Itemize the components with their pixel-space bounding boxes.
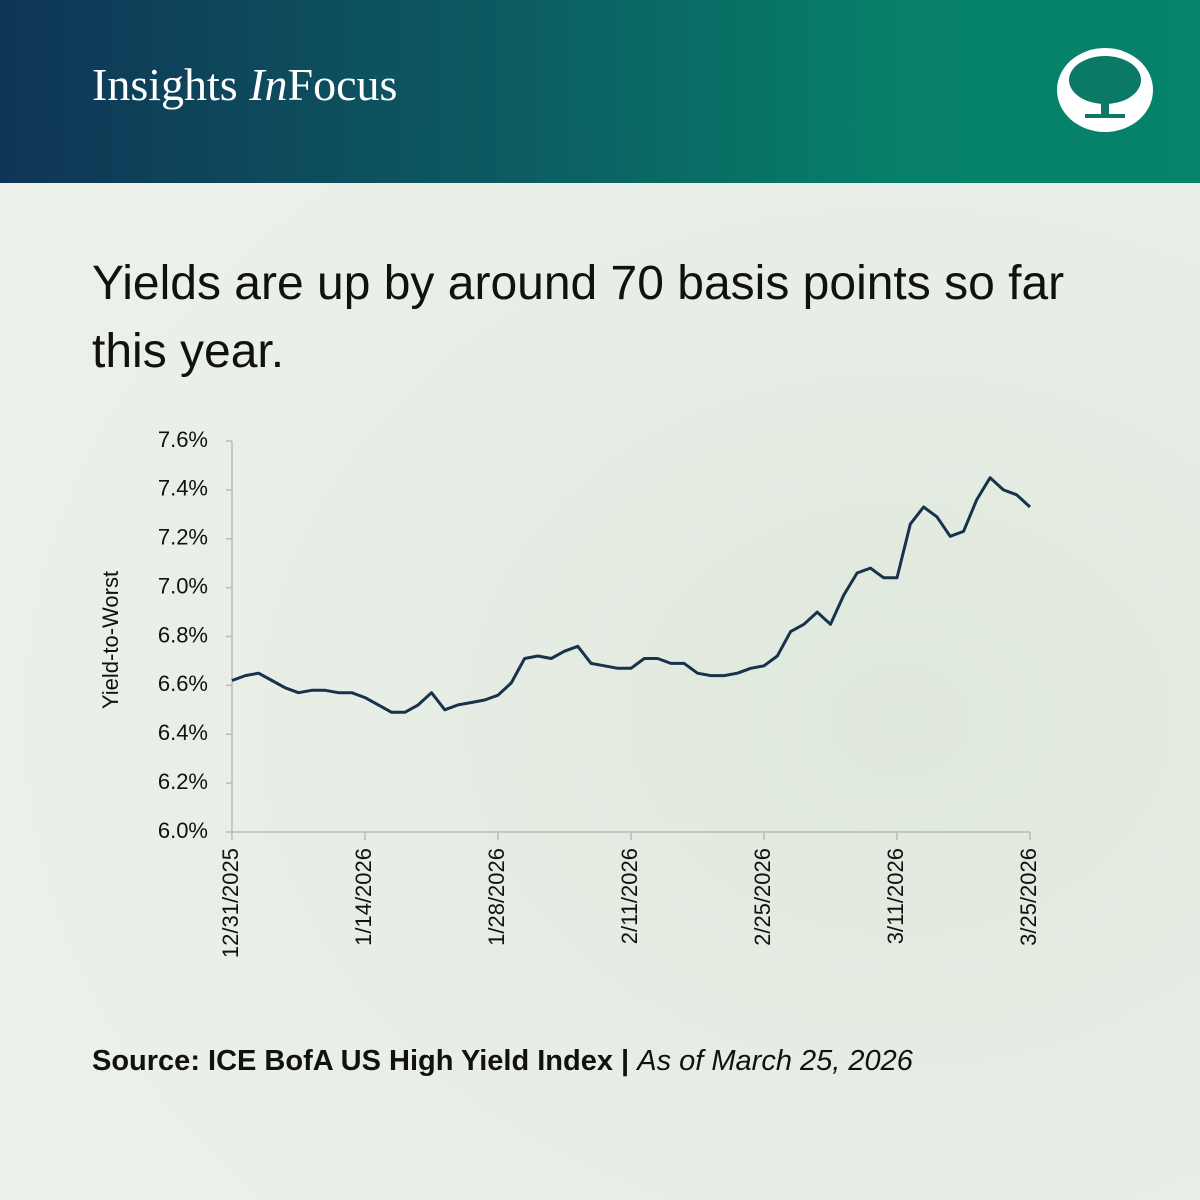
brand-italic: In: [249, 59, 288, 110]
y-tick-label: 7.0%: [158, 573, 208, 598]
y-tick-label: 6.0%: [158, 818, 208, 843]
x-tick-label: 1/28/2026: [484, 848, 509, 946]
source: Source: ICE BofA US High Yield Index | A…: [92, 1045, 913, 1078]
brand-prefix: Insights: [92, 59, 238, 110]
y-tick-label: 6.2%: [158, 769, 208, 794]
x-tick-label: 12/31/2025: [218, 848, 243, 958]
header-bar: Insights InFocus: [0, 0, 1200, 183]
x-tick-label: 2/25/2026: [750, 848, 775, 946]
source-text: Source: ICE BofA US High Yield Index |: [92, 1045, 630, 1077]
logo: [1057, 48, 1153, 132]
y-axis-title: Yield-to-Worst: [98, 571, 123, 709]
brand-suffix: Focus: [287, 59, 398, 110]
y-tick-label: 6.8%: [158, 622, 208, 647]
y-tick-label: 6.6%: [158, 671, 208, 696]
y-tick-label: 7.4%: [158, 476, 208, 501]
x-tick-label: 2/11/2026: [617, 848, 642, 944]
y-tick-label: 7.2%: [158, 525, 208, 550]
x-tick-label: 3/25/2026: [1016, 848, 1041, 946]
headline: Yields are up by around 70 basis points …: [92, 257, 1065, 378]
x-tick-label: 1/14/2026: [351, 848, 376, 946]
brand: Insights InFocus: [92, 58, 397, 111]
y-tick-label: 6.4%: [158, 720, 208, 745]
x-tick-label: 3/11/2026: [883, 848, 908, 944]
series-line: [231, 476, 1032, 714]
y-tick-label: 7.6%: [158, 427, 208, 452]
as-of: As of March 25, 2026: [637, 1045, 913, 1077]
